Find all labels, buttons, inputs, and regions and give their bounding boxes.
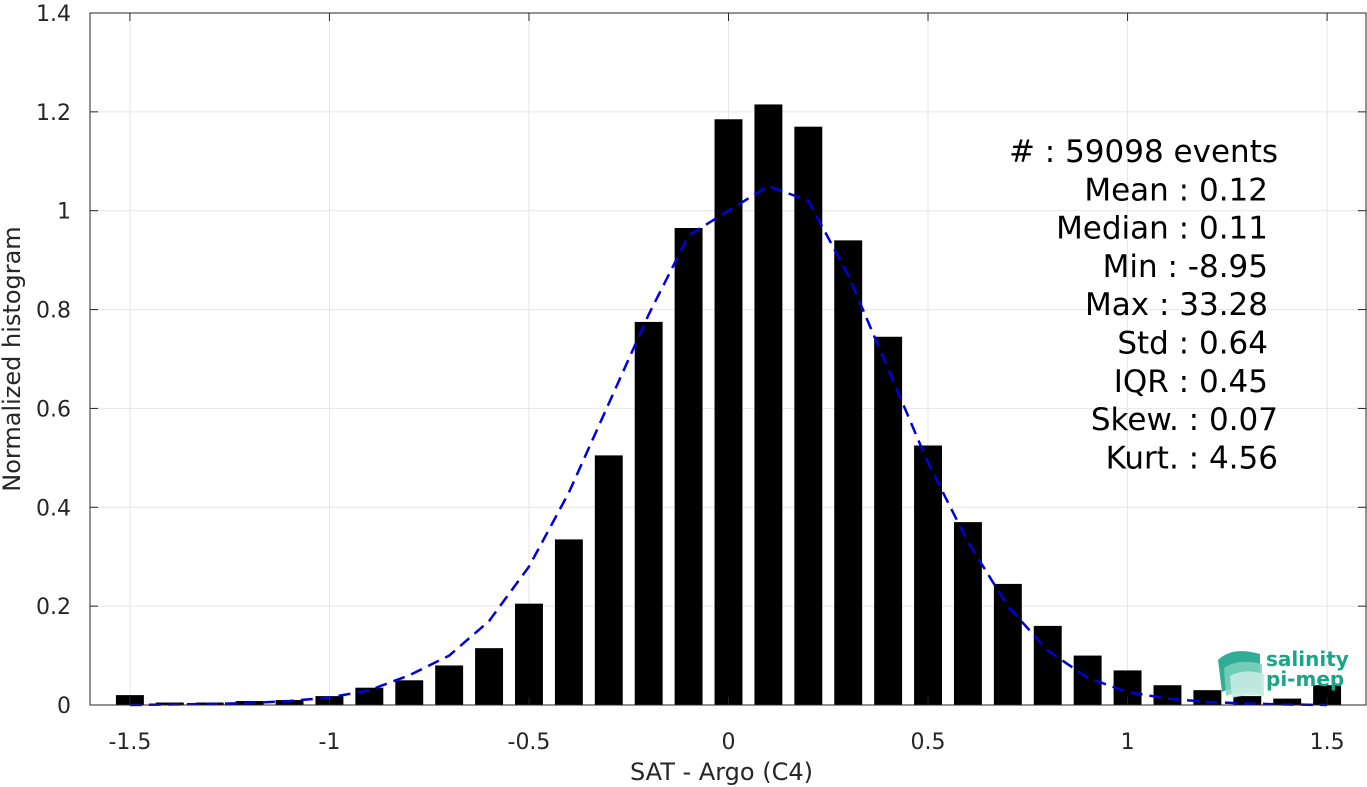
wave-icon	[1218, 651, 1264, 698]
x-tick-label: 1.5	[1310, 730, 1345, 755]
stat-line: Kurt. : 4.56	[1106, 440, 1278, 476]
y-tick-label: 1	[57, 200, 71, 225]
y-tick-label: 0.6	[36, 397, 71, 422]
histogram-bar	[953, 522, 982, 705]
histogram-bar	[834, 240, 863, 705]
histogram-bar	[794, 126, 823, 705]
y-tick-label: 0	[57, 694, 71, 719]
stat-line: Mean : 0.12	[1084, 172, 1268, 208]
logo-text-line2: pi-mep	[1266, 667, 1344, 691]
x-tick-label: 0	[722, 730, 736, 755]
histogram-bar	[714, 119, 743, 706]
histogram-bar	[754, 104, 783, 705]
histogram-bar	[1273, 698, 1302, 705]
stat-line: IQR : 0.45	[1114, 364, 1268, 400]
stat-line: Std : 0.64	[1117, 326, 1268, 362]
stat-line: Max : 33.28	[1085, 287, 1268, 323]
y-tick-labels: 0 0.2 0.4 0.6 0.8 1 1.2 1.4	[36, 2, 71, 719]
x-axis-label: SAT - Argo (C4)	[630, 758, 813, 786]
histogram-bar	[674, 228, 703, 705]
stat-line: # : 59098 events	[1009, 134, 1278, 170]
histogram-bar	[395, 680, 424, 705]
histogram-bar	[914, 445, 942, 705]
x-tick-labels: -1.5 -1 -0.5 0 0.5 1 1.5	[108, 730, 1344, 755]
y-tick-label: 1.2	[36, 101, 71, 126]
histogram-bar	[275, 700, 304, 705]
x-tick-label: 1	[1121, 730, 1135, 755]
y-tick-label: 0.2	[36, 595, 71, 620]
histogram-bar	[1233, 696, 1262, 705]
histogram-bar	[435, 665, 464, 705]
x-tick-label: 0.5	[911, 730, 946, 755]
stat-line: Min : -8.95	[1103, 249, 1268, 285]
y-axis-label: Normalized histogram	[0, 226, 26, 491]
x-tick-label: -0.5	[508, 730, 551, 755]
histogram-bar	[355, 687, 384, 705]
histogram-bar	[874, 336, 903, 705]
histogram-bar	[1033, 625, 1062, 705]
y-tick-label: 0.8	[36, 299, 71, 324]
logo-text-line1: salinity	[1266, 647, 1349, 671]
histogram-bar	[634, 321, 663, 705]
histogram-bar	[515, 603, 543, 705]
histogram-bar	[475, 648, 504, 705]
histogram-bar	[1153, 685, 1182, 705]
salinity-pimep-logo: salinity pi-mep	[1218, 647, 1349, 698]
histogram-bar	[993, 583, 1022, 705]
histogram-bar	[554, 539, 583, 705]
x-tick-label: -1.5	[108, 730, 151, 755]
x-tick-label: -1	[318, 730, 340, 755]
axis-ticks	[90, 12, 1366, 706]
histogram-bar	[594, 455, 623, 705]
y-tick-label: 0.4	[36, 496, 71, 521]
histogram-bar	[1313, 685, 1342, 705]
stat-line: Skew. : 0.07	[1091, 402, 1278, 438]
y-tick-label: 1.4	[36, 2, 71, 27]
stat-line: Median : 0.11	[1056, 211, 1268, 247]
